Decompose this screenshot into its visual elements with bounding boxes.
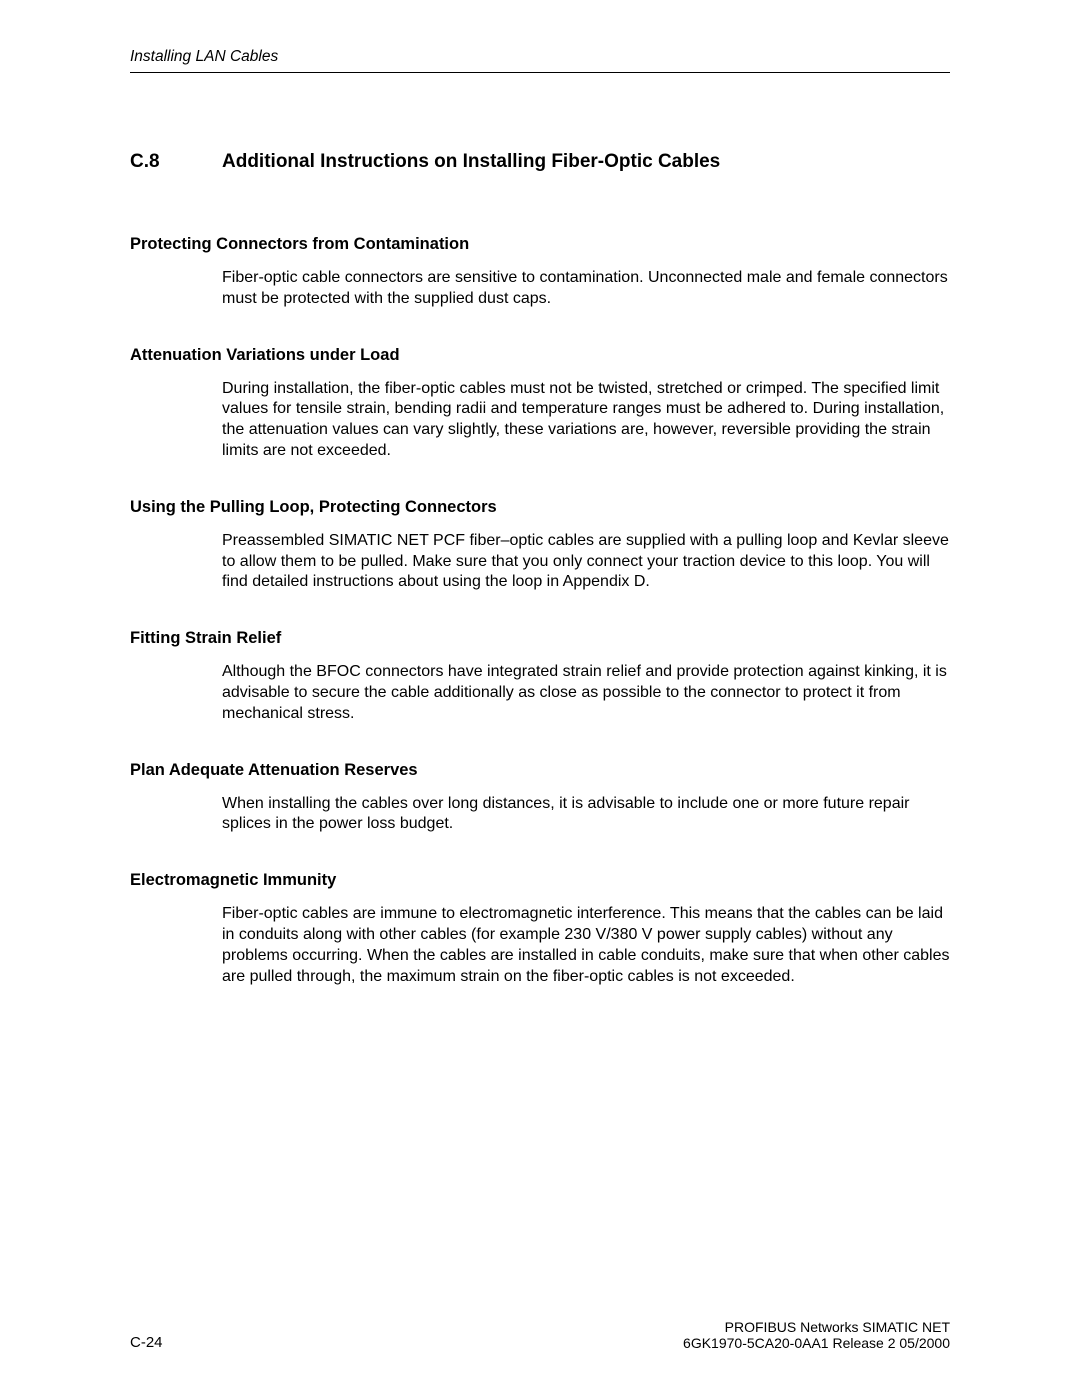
block-pulling-loop: Using the Pulling Loop, Protecting Conne…: [130, 498, 950, 593]
sub-heading: Plan Adequate Attenuation Reserves: [130, 761, 950, 780]
footer-right: PROFIBUS Networks SIMATIC NET 6GK1970-5C…: [683, 1319, 950, 1351]
sub-heading: Protecting Connectors from Contamination: [130, 235, 950, 254]
footer-page-number: C-24: [130, 1334, 163, 1351]
header-rule: [130, 72, 950, 73]
body-text: Although the BFOC connectors have integr…: [130, 662, 950, 724]
sub-heading: Electromagnetic Immunity: [130, 871, 950, 890]
body-text: Fiber-optic cables are immune to electro…: [130, 904, 950, 987]
body-text: During installation, the fiber-optic cab…: [130, 379, 950, 462]
block-attenuation-variations: Attenuation Variations under Load During…: [130, 346, 950, 462]
page: Installing LAN Cables C.8 Additional Ins…: [0, 0, 1080, 1397]
page-footer: C-24 PROFIBUS Networks SIMATIC NET 6GK19…: [130, 1319, 950, 1351]
running-header: Installing LAN Cables: [130, 48, 950, 66]
body-text: Fiber-optic cable connectors are sensiti…: [130, 268, 950, 310]
sub-heading: Attenuation Variations under Load: [130, 346, 950, 365]
block-protecting-connectors: Protecting Connectors from Contamination…: [130, 235, 950, 310]
footer-line-2: 6GK1970-5CA20-0AA1 Release 2 05/2000: [683, 1335, 950, 1351]
section-title: Additional Instructions on Installing Fi…: [222, 151, 720, 173]
body-text: Preassembled SIMATIC NET PCF fiber–optic…: [130, 531, 950, 593]
sub-heading: Using the Pulling Loop, Protecting Conne…: [130, 498, 950, 517]
section-heading-row: C.8 Additional Instructions on Installin…: [130, 151, 950, 173]
body-text: When installing the cables over long dis…: [130, 794, 950, 836]
section-number: C.8: [130, 151, 222, 173]
sub-heading: Fitting Strain Relief: [130, 629, 950, 648]
block-strain-relief: Fitting Strain Relief Although the BFOC …: [130, 629, 950, 724]
block-electromagnetic-immunity: Electromagnetic Immunity Fiber-optic cab…: [130, 871, 950, 987]
block-attenuation-reserves: Plan Adequate Attenuation Reserves When …: [130, 761, 950, 836]
footer-line-1: PROFIBUS Networks SIMATIC NET: [683, 1319, 950, 1335]
